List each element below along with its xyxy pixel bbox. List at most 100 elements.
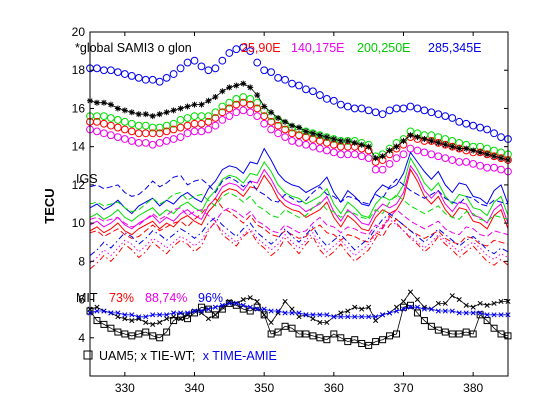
data-point <box>316 132 323 139</box>
data-point <box>434 326 442 334</box>
data-point <box>211 311 219 319</box>
data-point <box>100 119 108 128</box>
data-point <box>253 112 262 120</box>
data-point <box>260 119 269 128</box>
data-point <box>393 143 400 150</box>
y-tick-label: 6 <box>78 293 85 307</box>
data-point <box>114 328 122 336</box>
data-point <box>414 297 420 303</box>
data-point <box>365 143 372 150</box>
data-point <box>164 312 170 318</box>
data-point <box>343 102 352 111</box>
data-point <box>288 137 296 145</box>
data-point <box>232 94 241 103</box>
data-point <box>427 322 435 330</box>
plot-frame <box>89 31 509 377</box>
data-point <box>441 112 450 120</box>
data-point <box>204 66 213 75</box>
data-point <box>162 127 171 136</box>
data-point <box>484 302 490 308</box>
data-point <box>378 165 387 174</box>
models-time-amie: x TIME-AMIE <box>203 349 277 363</box>
data-point <box>385 106 394 115</box>
data-point <box>469 330 477 338</box>
data-point <box>337 334 345 342</box>
data-point <box>184 103 191 110</box>
data-point <box>93 64 101 73</box>
mit-prefix: MIT <box>76 291 98 305</box>
data-point <box>316 131 324 140</box>
y-tick-label: 10 <box>72 216 86 230</box>
data-point <box>435 139 442 146</box>
data-point <box>400 137 407 144</box>
data-point <box>113 116 122 124</box>
series-line <box>89 147 509 215</box>
data-point <box>498 155 505 162</box>
data-point <box>100 129 108 138</box>
data-point <box>456 310 462 316</box>
data-point <box>120 70 129 78</box>
data-point <box>197 119 206 128</box>
y-tick-label: 20 <box>72 25 86 39</box>
data-point <box>164 316 170 322</box>
data-point <box>253 104 262 113</box>
data-point <box>477 300 483 306</box>
data-point <box>324 319 330 326</box>
data-point <box>141 138 150 147</box>
data-point <box>448 330 456 338</box>
data-point <box>136 314 142 320</box>
data-point <box>295 81 303 90</box>
data-point <box>380 312 386 318</box>
data-point <box>484 151 491 158</box>
data-point <box>393 308 400 314</box>
uam5-square-marker <box>83 350 93 360</box>
data-point <box>115 314 121 320</box>
models-prefix: UAM5; x TIE-WT; <box>99 349 195 363</box>
data-point <box>420 106 429 115</box>
data-point <box>470 147 477 154</box>
data-point <box>128 332 136 340</box>
data-point <box>295 330 303 338</box>
y-tick-label: 14 <box>72 140 86 154</box>
data-point <box>323 336 331 344</box>
data-point <box>420 317 428 325</box>
data-point <box>316 91 324 99</box>
data-point <box>183 129 192 138</box>
data-point <box>448 114 457 122</box>
data-point <box>352 304 358 310</box>
data-point <box>359 306 365 312</box>
data-point <box>463 145 470 152</box>
mit-label-magenta: 88,74% <box>145 291 187 305</box>
data-point <box>246 94 255 103</box>
data-point <box>162 137 171 145</box>
data-point <box>441 328 449 336</box>
data-point <box>324 312 330 318</box>
data-point <box>455 330 463 338</box>
series-line <box>89 218 509 264</box>
data-point <box>155 129 164 138</box>
data-point <box>94 304 100 310</box>
data-point <box>100 320 108 328</box>
data-point <box>260 311 268 319</box>
data-point <box>490 324 498 332</box>
series-igs-6 <box>89 156 509 222</box>
data-point <box>205 306 211 312</box>
data-point <box>113 68 122 77</box>
data-point <box>302 128 309 135</box>
data-point <box>122 316 128 322</box>
series-igs-5 <box>89 147 509 215</box>
data-point <box>156 334 164 342</box>
data-point <box>386 147 393 154</box>
data-point <box>289 310 295 316</box>
data-point <box>281 75 289 84</box>
data-point <box>477 149 484 156</box>
data-point <box>345 308 351 314</box>
data-point <box>239 106 248 115</box>
series-line <box>89 168 509 236</box>
series-sami3-4 <box>87 80 511 164</box>
data-point <box>344 338 352 346</box>
data-point <box>176 116 185 124</box>
data-point <box>483 150 492 159</box>
data-point <box>449 308 455 314</box>
data-point <box>442 308 448 314</box>
